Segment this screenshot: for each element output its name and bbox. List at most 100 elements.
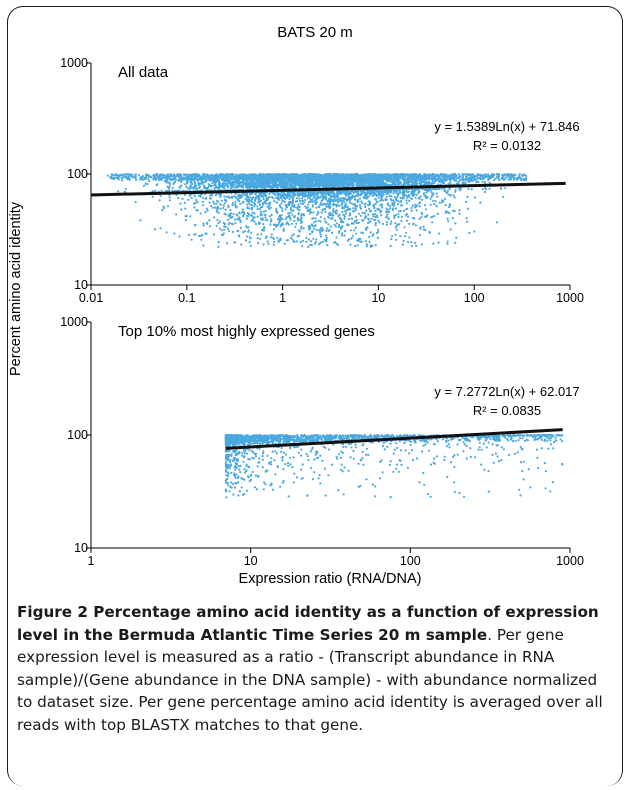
data-point [323, 217, 326, 220]
data-point [215, 210, 218, 213]
data-point [291, 197, 294, 200]
data-point [350, 202, 353, 205]
data-point [325, 205, 328, 208]
data-point [317, 229, 321, 232]
data-point [231, 185, 234, 188]
data-point [389, 207, 392, 210]
data-point [285, 180, 288, 183]
data-point [318, 231, 322, 234]
data-point [419, 195, 422, 198]
data-point [481, 187, 484, 191]
data-point [234, 180, 238, 184]
data-point [171, 186, 174, 189]
data-point [355, 232, 358, 235]
data-point [215, 224, 218, 227]
data-point [278, 204, 281, 207]
data-point [367, 218, 370, 221]
data-point [412, 216, 415, 220]
data-point [244, 182, 247, 185]
data-point [156, 183, 159, 186]
data-point [391, 235, 394, 238]
data-point [292, 191, 296, 194]
data-point [428, 230, 431, 233]
data-point [194, 182, 197, 185]
data-point [394, 207, 397, 210]
data-point [291, 186, 294, 189]
data-point [259, 203, 262, 206]
data-point [454, 222, 457, 225]
data-point [213, 202, 216, 205]
data-point [272, 236, 275, 239]
data-point [335, 222, 338, 225]
data-point [314, 241, 317, 244]
data-point [479, 201, 482, 204]
data-point [184, 193, 187, 196]
data-point [262, 197, 265, 200]
data-point [199, 234, 202, 237]
data-point [414, 241, 417, 245]
data-point [352, 203, 355, 206]
data-point [246, 235, 249, 238]
data-point [236, 230, 239, 233]
data-point [183, 201, 186, 204]
data-point [443, 197, 447, 200]
data-point [352, 210, 356, 213]
data-point [370, 217, 373, 220]
data-point [343, 200, 346, 203]
data-point [161, 209, 164, 212]
data-point [258, 185, 261, 188]
data-point [231, 216, 234, 219]
data-point [351, 194, 354, 197]
data-point [325, 196, 328, 199]
data-point [380, 214, 383, 217]
data-point [340, 219, 343, 222]
data-point [299, 180, 302, 183]
data-point [466, 207, 469, 210]
data-point [137, 174, 140, 177]
data-point [194, 187, 197, 190]
data-point [283, 242, 286, 245]
data-point [304, 194, 307, 197]
data-point [459, 187, 462, 190]
data-point [338, 204, 341, 207]
data-point [310, 223, 314, 226]
data-point [327, 193, 330, 197]
data-point [383, 190, 386, 193]
data-point [223, 222, 226, 226]
data-point [202, 204, 205, 207]
data-point [213, 216, 216, 219]
data-point [413, 193, 416, 196]
data-point [368, 200, 372, 204]
data-point [309, 233, 312, 236]
data-point [333, 223, 336, 226]
data-point [212, 233, 216, 236]
data-point [449, 228, 452, 231]
data-point [307, 203, 310, 206]
data-point [311, 225, 314, 228]
data-point [310, 243, 313, 247]
data-point [166, 205, 170, 208]
data-point [223, 195, 226, 198]
data-point [411, 181, 414, 184]
data-point [244, 197, 247, 200]
data-point [329, 194, 332, 197]
data-point [315, 228, 318, 231]
data-point [484, 188, 488, 191]
data-point [321, 181, 324, 184]
data-point [357, 194, 360, 198]
data-point [415, 193, 419, 196]
data-point [237, 182, 240, 185]
data-point [202, 244, 205, 247]
data-point [369, 244, 372, 247]
data-point [300, 185, 303, 188]
data-point [277, 221, 281, 224]
data-point [357, 184, 360, 187]
data-point [395, 228, 398, 231]
data-point [384, 198, 387, 201]
data-point [371, 234, 374, 237]
data-point [304, 198, 307, 202]
data-point [300, 193, 303, 196]
data-point [354, 209, 357, 212]
data-point [252, 216, 255, 219]
